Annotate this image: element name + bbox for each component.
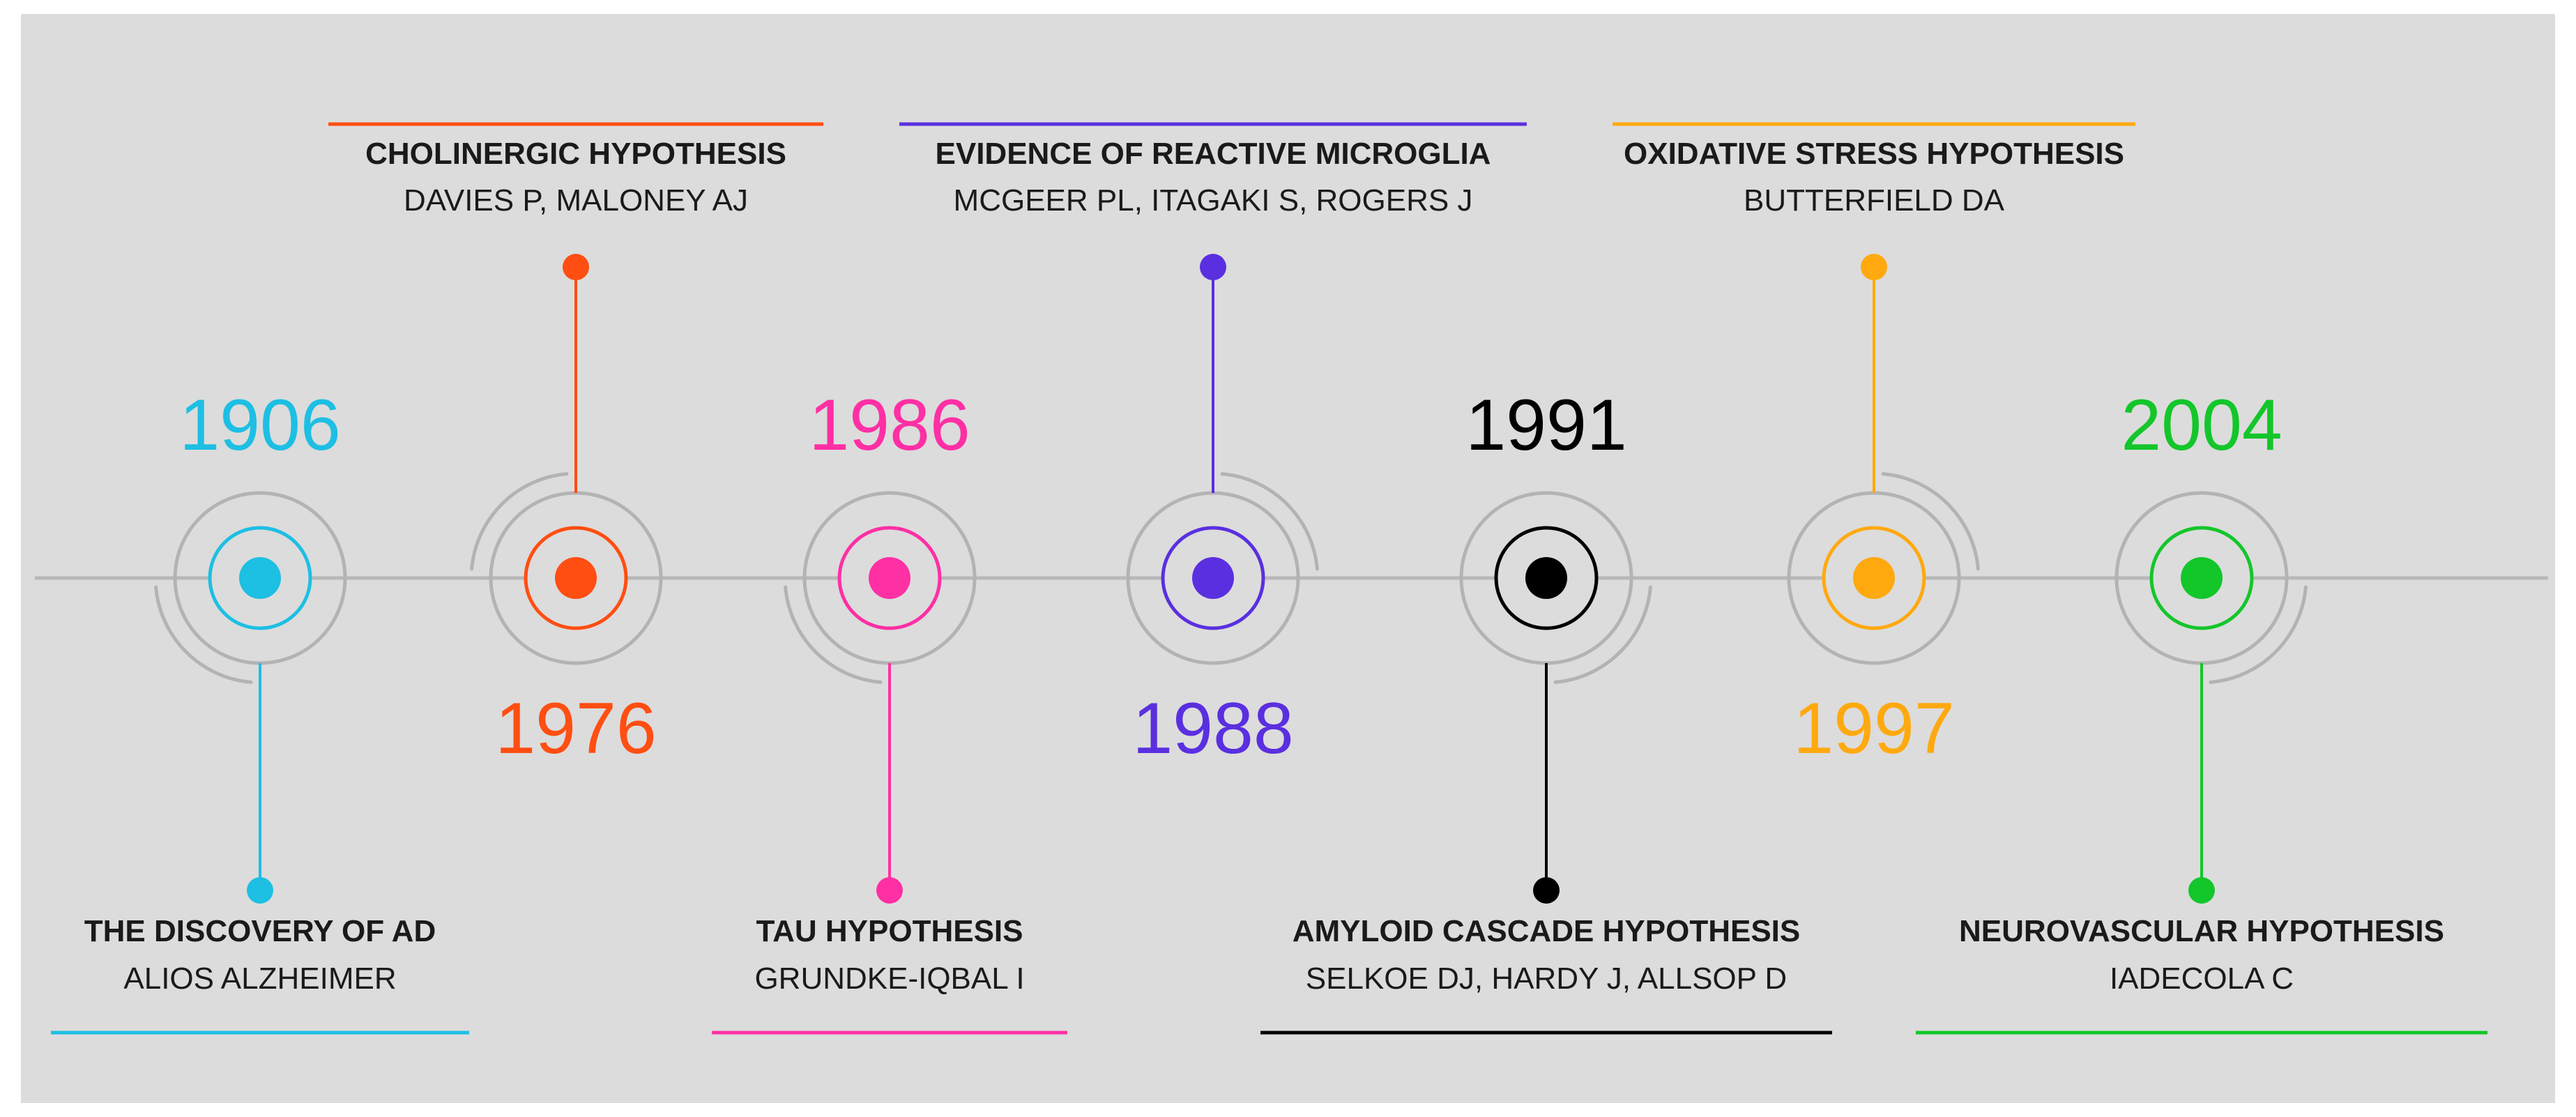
timeline-panel [21,14,2555,1103]
connector-dot [1200,254,1226,280]
connector-dot [1533,877,1560,904]
event-authors: BUTTERFIELD DA [1744,183,2005,218]
year-label: 1991 [1465,385,1626,466]
year-label: 1986 [809,385,970,466]
year-label: 1997 [1793,688,1954,769]
connector-dot [876,877,903,904]
event-authors: IADECOLA C [2110,962,2294,996]
timeline-event: 2004 NEUROVASCULAR HYPOTHESIS IADECOLA C [1916,385,2487,1035]
event-authors: DAVIES P, MALONEY AJ [404,183,748,218]
outer-arc [1553,585,1652,684]
timeline-event: 1986 TAU HYPOTHESIS GRUNDKE-IQBAL I [712,385,1067,1035]
center-dot [1853,557,1895,599]
timeline-event: 1997 OXIDATIVE STRESS HYPOTHESIS BUTTERFIE… [1613,122,2135,769]
center-dot [2181,557,2223,599]
outer-arc [1220,472,1319,571]
event-title: TAU HYPOTHESIS [756,914,1023,948]
event-authors: SELKOE DJ, HARDY J, ALLSOP D [1306,962,1787,996]
event-authors: GRUNDKE-IQBAL I [754,962,1024,996]
center-dot [239,557,281,599]
timeline-event: 1988 EVIDENCE OF REACTIVE MICROGLIA MCGEER… [899,122,1527,769]
event-title: AMYLOID CASCADE HYPOTHESIS [1293,914,1801,948]
year-label: 1988 [1132,688,1293,769]
connector-dot [2188,877,2215,904]
year-label: 1906 [179,385,340,466]
year-label: 2004 [2121,385,2282,466]
center-dot [555,557,597,599]
outer-arc [1881,472,1980,571]
outer-arc [2209,585,2308,684]
connector-dot [563,254,589,280]
center-dot [1525,557,1567,599]
timeline-event: 1976 CHOLINERGIC HYPOTHESIS DAVIES P, MALO… [328,122,823,769]
center-dot [1192,557,1234,599]
event-authors: MCGEER PL, ITAGAKI S, ROGERS J [954,183,1473,218]
event-title: CHOLINERGIC HYPOTHESIS [365,137,786,171]
connector-dot [1861,254,1887,280]
timeline-event: 1906 THE DISCOVERY OF AD ALIOS ALZHEIMER [51,385,469,1035]
outer-arc [154,585,253,684]
connector-dot [247,877,273,904]
event-title: NEUROVASCULAR HYPOTHESIS [1959,914,2444,948]
outer-arc [784,585,883,684]
event-authors: ALIOS ALZHEIMER [123,962,396,996]
center-dot [869,557,910,599]
event-title: EVIDENCE OF REACTIVE MICROGLIA [936,137,1491,171]
timeline-event: 1991 AMYLOID CASCADE HYPOTHESIS SELKOE DJ,… [1260,385,1832,1035]
outer-arc [470,472,569,571]
event-title: THE DISCOVERY OF AD [84,914,436,948]
year-label: 1976 [495,688,656,769]
event-title: OXIDATIVE STRESS HYPOTHESIS [1624,137,2124,171]
